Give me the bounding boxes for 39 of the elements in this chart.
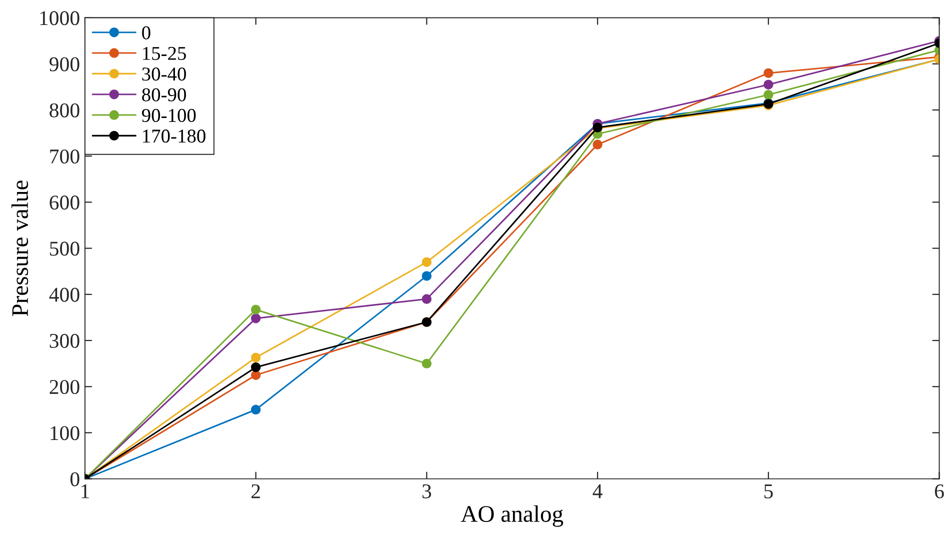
y-tick-label: 400 (49, 288, 80, 302)
point (250, 370, 261, 380)
legend-label: 90-100 (142, 108, 196, 122)
y-tick-label: 0 (70, 472, 80, 486)
y-tick-label: 800 (50, 103, 80, 118)
legend-label: 30-40 (142, 68, 186, 81)
point (250, 304, 261, 314)
legend-label: 15-25 (143, 46, 186, 60)
point (764, 90, 774, 100)
point (250, 362, 261, 372)
point (250, 404, 261, 415)
y-tick-label: 600 (50, 196, 80, 210)
point (764, 68, 774, 78)
x-tick-label: 2 (252, 484, 260, 498)
point (250, 352, 261, 362)
legend-label: 170-180 (143, 130, 206, 143)
point (422, 257, 432, 267)
point (422, 294, 432, 304)
legend-label: 0 (142, 26, 150, 40)
y-tick-label: 200 (50, 380, 80, 394)
x-tick-label: 4 (592, 484, 602, 498)
y-axis-title: Pressure value (11, 180, 28, 316)
y-tick-label: 700 (50, 149, 80, 164)
x-tick-label: 1 (82, 484, 89, 498)
y-tick-label: 500 (50, 242, 80, 256)
point (422, 358, 432, 368)
y-tick-label: 100 (50, 426, 80, 440)
legend-label: 80-90 (142, 88, 186, 102)
point (764, 80, 774, 90)
y-tick-label: 1000 (40, 11, 80, 26)
point (250, 314, 261, 324)
y-tick-label: 900 (50, 57, 80, 72)
x-axis-title: AO analog (460, 505, 564, 527)
x-tick-label: 6 (934, 484, 944, 498)
point (592, 140, 602, 150)
y-tick-label: 300 (50, 334, 80, 348)
x-tick-label: 5 (764, 484, 773, 498)
x-tick-label: 3 (422, 484, 432, 498)
point (422, 271, 432, 281)
